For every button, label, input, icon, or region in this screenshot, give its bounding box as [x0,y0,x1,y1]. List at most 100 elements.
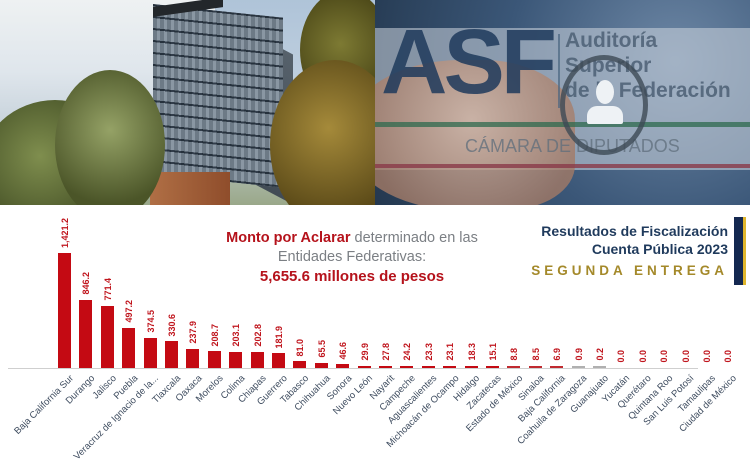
bar-column: 330.6 [163,205,183,368]
bar-column: 208.7 [206,205,226,368]
bar-column: 15.1 [484,205,504,368]
bar-value-label: 0.0 [702,350,712,363]
bar-value-label: 208.7 [209,323,220,347]
bar [593,365,606,368]
bar-chart: Monto por Aclarar determinado en las Ent… [0,205,750,473]
bar [507,365,521,368]
bar-column: 8.5 [527,205,547,368]
bar-value-label: 0.2 [595,347,605,361]
x-axis-labels: Baja California Sur Durango Jalisco Puebla V… [0,369,750,473]
bar [314,362,328,368]
bar-column: 46.6 [334,205,354,368]
bar-column: 497.2 [120,205,140,368]
bar-value-label: 81.0 [295,338,306,357]
bar-column: 6.9 [548,205,568,368]
bar-column: 24.2 [398,205,418,368]
bar [143,337,157,368]
user-icon [587,80,623,126]
bar [421,365,435,368]
bar [122,327,136,368]
bar-value-label: 181.9 [274,325,284,349]
bar [186,348,200,368]
bar-value-label: 27.8 [381,342,391,361]
bar-value-label: 23.1 [445,342,456,361]
bar [79,299,93,368]
bar-column: 29.9 [356,205,376,368]
bar-column: 0.0 [698,205,718,368]
report-title-line3: SEGUNDA ENTREGA [531,263,728,278]
plot-area: 1,421.2 846.2 771.4 497.2 374.5 330.6 237.9 208… [48,205,748,368]
bar-value-label: 0.0 [680,350,691,363]
bar-value-label: 65.5 [316,340,327,358]
bar [486,365,499,368]
bar-value-label: 374.5 [145,310,156,333]
bar-column: 0.2 [591,205,611,368]
bar [336,364,350,368]
bar-column: 374.5 [142,205,162,368]
bar [229,351,243,368]
bar-value-label: 0.0 [616,350,627,363]
asf-logo-photo: ASF Auditoría Superior de la Federación … [375,0,750,205]
bar [379,365,392,368]
bar [464,365,478,368]
bar [443,365,457,368]
bar-value-label: 6.9 [552,347,563,361]
bar-value-label: 46.6 [338,341,349,360]
bar-value-label: 8.8 [509,347,520,361]
bar-value-label: 24.2 [402,342,413,361]
bar-value-label: 18.3 [466,342,477,361]
bar-column: 181.9 [270,205,290,368]
bar [100,305,114,368]
bar [357,365,371,368]
headline-text: determinado en las [350,230,478,246]
bar-column: 0.9 [570,205,590,368]
bar-value-label: 202.8 [252,324,263,347]
bar-column: 23.1 [441,205,461,368]
bar-column: 65.5 [313,205,333,368]
bar [528,365,542,368]
bar [400,365,414,368]
bar-column: 8.8 [505,205,525,368]
header-banner: ASF Auditoría Superior de la Federación … [0,0,750,205]
bar-value-label: 771.4 [102,278,113,301]
headline-highlight: Monto por Aclarar [226,230,351,246]
bar-value-label: 15.1 [488,342,498,361]
bar-value-label: 203.1 [231,324,242,347]
bar [207,351,221,368]
bar [293,361,307,368]
x-axis-category-label: Baja California Sur [11,373,76,437]
bar-value-label: 8.5 [530,347,541,361]
building-tower [153,4,283,188]
bar-value-label: 29.9 [359,342,370,361]
report-title-line2: Cuenta Pública 2023 [591,241,728,257]
asf-logo-acronym: ASF [381,11,557,113]
bar-column: 18.3 [463,205,483,368]
bar-column: 771.4 [99,205,119,368]
bar-value-label: 0.0 [723,350,734,363]
bar-value-label: 23.3 [423,342,434,361]
bar-value-label: 0.9 [573,347,584,361]
bar-column: 203.1 [227,205,247,368]
bar-column: 0.0 [655,205,675,368]
bar [550,365,564,368]
bar [571,365,585,368]
headline-total: 5,655.6 millones de pesos [259,268,445,285]
bar-value-label: 0.0 [659,350,670,363]
bar-column: 0.0 [612,205,632,368]
bar-column: 0.0 [719,205,739,368]
bar [250,351,264,368]
bar-value-label: 237.9 [188,321,199,344]
bar [165,341,178,368]
bar-column: 846.2 [77,205,97,368]
chart-headline: Monto por Aclarar determinado en las Ent… [222,229,482,287]
bar-value-label: 1,421.2 [60,217,70,248]
report-title: Resultados de Fiscalización Cuenta Públi… [531,222,728,282]
bar-column: 0.0 [677,205,697,368]
bar-column: 27.8 [377,205,397,368]
bar-value-label: 497.2 [124,300,135,323]
bar-column: 81.0 [291,205,311,368]
hand-image [375,60,575,205]
x-axis [8,368,698,369]
bar [272,353,285,368]
bar-column: 202.8 [249,205,269,368]
